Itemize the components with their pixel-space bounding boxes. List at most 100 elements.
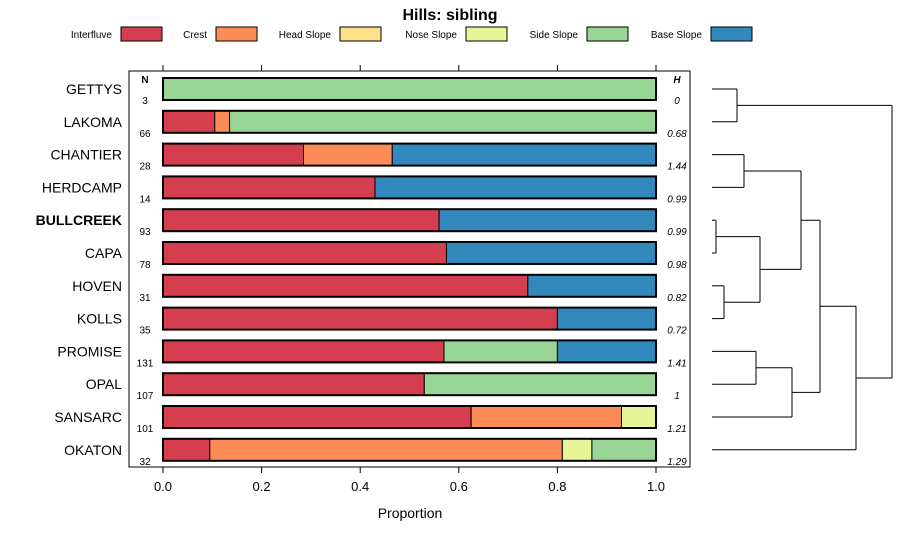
bar-outline — [162, 372, 657, 397]
n-value: 107 — [137, 391, 154, 402]
bar-outline — [162, 437, 657, 462]
n-value: 66 — [139, 129, 151, 140]
bar-segment — [591, 438, 657, 462]
h-value: 1.41 — [667, 358, 686, 369]
bar-segment — [527, 274, 657, 298]
h-value: 0.98 — [667, 260, 687, 271]
bar-outline — [162, 208, 657, 233]
category-label: OPAL — [86, 376, 123, 392]
bar-segment — [209, 438, 563, 462]
bar-segment — [391, 143, 657, 167]
bar-segment — [470, 405, 622, 429]
bar-segment — [214, 110, 231, 134]
bar-segment — [374, 175, 657, 199]
bar-segment — [556, 339, 657, 363]
bar-segment — [162, 274, 529, 298]
bar-segment — [162, 77, 657, 101]
n-value: 31 — [139, 293, 151, 304]
n-value: 14 — [139, 194, 151, 205]
category-label: HOVEN — [72, 278, 122, 294]
bar-outline — [162, 241, 657, 265]
h-value: 1.44 — [667, 162, 687, 173]
h-value: 0.72 — [667, 326, 687, 337]
h-value: 0 — [674, 96, 680, 107]
legend-swatch — [465, 26, 508, 42]
x-axis-title: Proportion — [378, 505, 443, 521]
bar-segment — [561, 438, 593, 462]
h-value: 0.68 — [667, 129, 687, 140]
bar-segment — [556, 307, 657, 331]
legend-swatch — [339, 26, 382, 42]
legend-swatch — [120, 26, 163, 42]
tick-label: 0.8 — [548, 479, 566, 494]
h-value: 0.99 — [667, 227, 687, 238]
category-label: KOLLS — [77, 311, 122, 327]
legend-swatch — [215, 26, 258, 42]
n-value: 35 — [139, 326, 151, 337]
category-label: LAKOMA — [64, 114, 123, 130]
category-label: SANSARC — [54, 409, 122, 425]
legend-label: Base Slope — [651, 30, 703, 41]
bar-segment — [162, 438, 211, 462]
bar-segment — [162, 175, 376, 199]
category-label: PROMISE — [57, 343, 122, 359]
n-value: 28 — [139, 162, 151, 173]
bar-segment — [162, 110, 216, 134]
x-axis: 0.0 0.2 0.4 0.6 0.8 1.0 — [154, 65, 665, 494]
n-value: 3 — [142, 96, 148, 107]
n-value: 78 — [139, 260, 151, 271]
bar-outline — [162, 109, 657, 134]
category-label: HERDCAMP — [42, 179, 122, 195]
bar-segment — [445, 241, 657, 265]
n-value: 93 — [139, 227, 151, 238]
bar-segment — [162, 241, 447, 265]
category-label: CAPA — [85, 245, 123, 261]
bar-segment — [620, 405, 657, 429]
legend-swatch — [710, 26, 753, 42]
n-value: 131 — [137, 358, 154, 369]
h-value: 1.29 — [667, 457, 687, 468]
panel-border — [128, 70, 691, 468]
h-value: 1.21 — [667, 424, 686, 435]
chart-title: Hills: sibling — [402, 7, 497, 24]
legend: Interfluve Crest Head Slope Nose Slope Side … — [71, 26, 753, 42]
legend-label: Interfluve — [71, 30, 113, 41]
bar-segment — [303, 143, 393, 167]
bars — [162, 77, 657, 462]
legend-label: Nose Slope — [405, 30, 457, 41]
legend-label: Side Slope — [530, 30, 579, 41]
tick-label: 0.6 — [450, 479, 468, 494]
tick-label: 0.0 — [154, 479, 172, 494]
plot-panel — [128, 70, 691, 468]
bar-segment — [162, 339, 445, 363]
bar-segment — [162, 143, 305, 167]
bar-segment — [229, 110, 657, 134]
h-value: 1 — [674, 391, 680, 402]
bar-outline — [162, 273, 657, 298]
legend-swatch — [586, 26, 629, 42]
bar-segment — [438, 208, 657, 232]
dendrogram — [712, 88, 893, 451]
bar-segment — [162, 307, 558, 331]
bar-segment — [423, 372, 657, 396]
category-labels: N H GETTYS 3 0 LAKOMA 66 0.68 CHANTIER 28 1.44 HERD… — [36, 75, 688, 468]
h-header: H — [673, 75, 681, 86]
bar-outline — [162, 306, 657, 331]
category-label: OKATON — [64, 442, 122, 458]
bar-segment — [443, 339, 558, 363]
category-label: BULLCREEK — [36, 212, 122, 228]
bar-outline — [162, 175, 657, 200]
n-value: 32 — [139, 457, 151, 468]
bar-outline — [162, 339, 657, 364]
n-header: N — [141, 75, 148, 86]
bar-segment — [162, 405, 472, 429]
h-value: 0.99 — [667, 194, 687, 205]
tick-label: 0.4 — [351, 479, 369, 494]
bar-outline — [162, 405, 657, 429]
bar-segment — [162, 372, 425, 396]
bar-outline — [162, 142, 657, 167]
tick-label: 0.2 — [253, 479, 271, 494]
h-value: 0.82 — [667, 293, 687, 304]
bar-outline — [162, 77, 657, 101]
